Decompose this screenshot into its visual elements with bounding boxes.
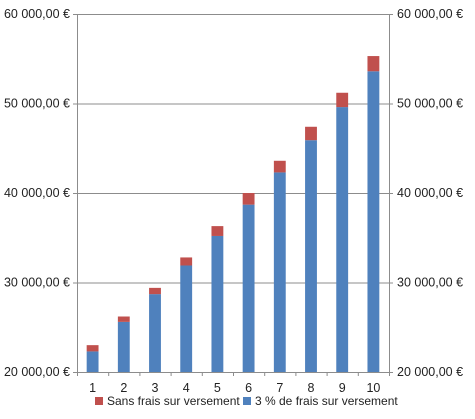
y-tick-label-secondary: 20 000,00 € xyxy=(397,365,463,379)
legend-swatch xyxy=(95,397,103,405)
bars xyxy=(86,56,380,372)
bar-3pct-fees xyxy=(305,140,317,372)
bar-3pct-fees xyxy=(86,351,99,372)
bar-3pct-fees xyxy=(211,235,224,372)
axes xyxy=(73,14,393,376)
bar-3pct-fees xyxy=(336,107,349,372)
y-tick-label: 30 000,00 € xyxy=(4,276,70,290)
legend: Sans frais sur versement 3 % de frais sur… xyxy=(95,394,398,408)
bar-3pct-fees xyxy=(180,265,193,372)
x-tick-label: 8 xyxy=(308,381,315,395)
x-tick-labels: 1 2 3 4 5 6 7 8 9 10 xyxy=(89,381,380,395)
x-tick-label: 10 xyxy=(366,381,380,395)
legend-label: 3 % de frais sur versement xyxy=(255,394,398,408)
bar-3pct-fees xyxy=(273,172,286,372)
right-y-tick-labels: 20 000,00 € 30 000,00 € 40 000,00 € 50 000,… xyxy=(397,7,463,379)
left-y-tick-labels: 20 000,00 € 30 000,00 € 40 000,00 € 50 000,… xyxy=(4,7,70,379)
y-tick-label: 50 000,00 € xyxy=(4,97,70,111)
legend-label: Sans frais sur versement xyxy=(107,394,240,408)
bar-no-fees-segment xyxy=(273,160,286,173)
bar-no-fees-segment xyxy=(305,126,317,141)
x-tick-label: 4 xyxy=(183,381,190,395)
y-tick-label-secondary: 40 000,00 € xyxy=(397,186,463,200)
y-tick-label: 60 000,00 € xyxy=(4,7,70,21)
x-tick-label: 7 xyxy=(276,381,283,395)
y-tick-label: 40 000,00 € xyxy=(4,186,70,200)
bar-no-fees-segment xyxy=(242,193,255,205)
x-tick-label: 1 xyxy=(89,381,96,395)
y-tick-label-secondary: 50 000,00 € xyxy=(397,97,463,111)
bar-3pct-fees xyxy=(242,204,255,372)
bar-3pct-fees xyxy=(367,71,380,372)
bar-no-fees-segment xyxy=(367,56,380,72)
y-tick-label-secondary: 30 000,00 € xyxy=(397,276,463,290)
bar-no-fees-segment xyxy=(86,345,99,352)
bar-no-fees-segment xyxy=(180,257,193,266)
x-tick-label: 3 xyxy=(152,381,159,395)
legend-swatch xyxy=(243,397,251,405)
bar-no-fees-segment xyxy=(149,287,161,295)
y-tick-label: 20 000,00 € xyxy=(4,365,70,379)
x-tick-label: 6 xyxy=(245,381,252,395)
bar-3pct-fees xyxy=(149,294,161,372)
bar-no-fees-segment xyxy=(336,92,349,108)
bar-3pct-fees xyxy=(117,321,130,372)
y-tick-label-secondary: 60 000,00 € xyxy=(397,7,463,21)
x-tick-label: 2 xyxy=(120,381,127,395)
bar-no-fees-segment xyxy=(117,316,130,322)
bar-no-fees-segment xyxy=(211,226,224,236)
x-tick-label: 9 xyxy=(339,381,346,395)
x-tick-label: 5 xyxy=(214,381,221,395)
